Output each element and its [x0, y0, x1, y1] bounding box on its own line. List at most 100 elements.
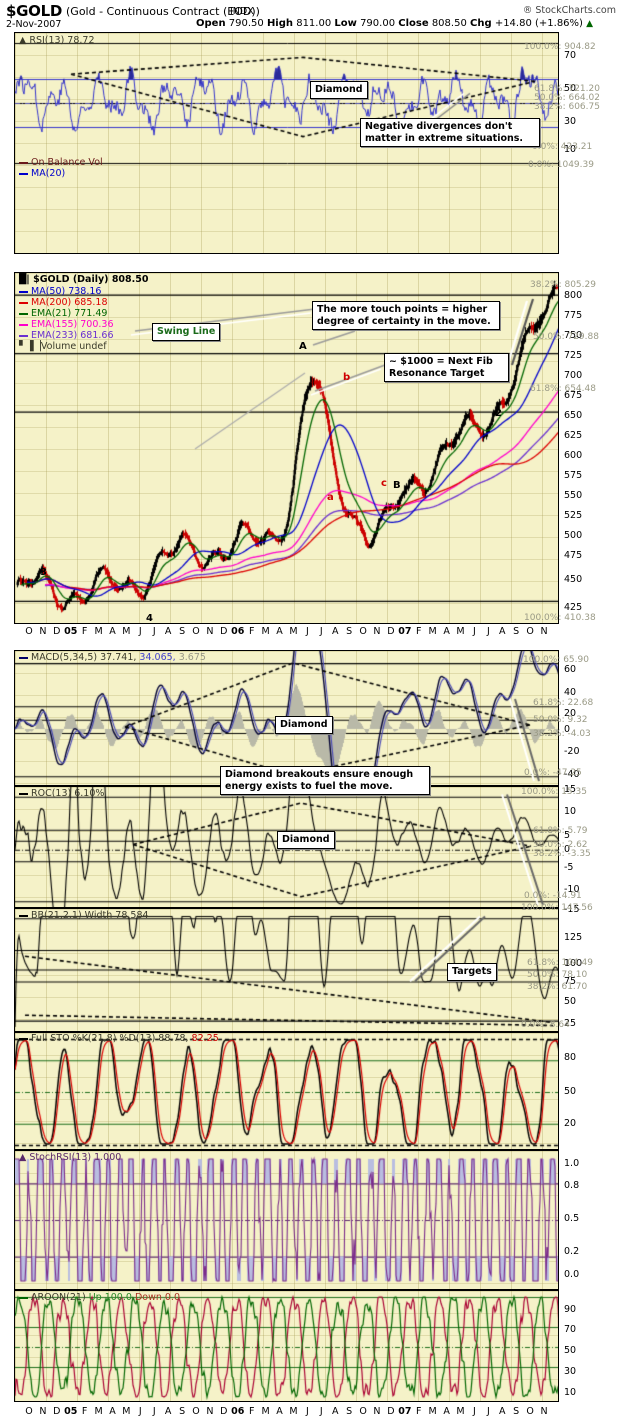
bbwidth-fib-label: 50.0%: 78.10 — [527, 970, 588, 980]
price-overlay-legend: MA(50) 738.16 MA(200) 685.18 EMA(21) 771… — [19, 286, 114, 352]
date-axis-tick: M — [94, 626, 103, 637]
date-axis-tick: F — [416, 626, 422, 637]
date-axis-tick: 05 — [64, 1406, 78, 1417]
bbwidth-fib-label: 61.8%: 104.49 — [527, 958, 593, 968]
date-axis-tick: M — [94, 1406, 103, 1417]
date-axis-tick: M — [428, 626, 437, 637]
date-axis-tick: J — [319, 626, 323, 637]
stockcharts-brand: ® StockCharts.com — [522, 5, 616, 16]
price-plot — [15, 273, 558, 623]
price-marker-c: c — [381, 478, 387, 489]
macd-tick: 60 — [564, 664, 577, 675]
price-fib-label: 38.2%: 805.29 — [530, 280, 596, 290]
fullsto-d-value: 82.25 — [191, 1033, 219, 1044]
date-axis-tick: J — [138, 1406, 142, 1417]
date-axis-tick: N — [39, 1406, 47, 1417]
macd-color-swatch — [19, 656, 28, 659]
date-axis-tick: N — [206, 626, 214, 637]
price-axis: 800 775 750 725 700 675 650 625 600 575 … — [560, 272, 620, 624]
rsi-fib-label: 0.0%: 423.21 — [532, 142, 593, 152]
fullsto-tick: 80 — [564, 1052, 577, 1063]
macd-fib-label: 50.0%: 9.32 — [533, 715, 588, 725]
date-axis-bottom: O N D 05 F M A M J J A S O N D 06 F M A M J J A S O N D 07 F M A M J J A S O… — [14, 1406, 559, 1420]
macd-fib-label: 38.2%: -4.03 — [533, 729, 591, 739]
date-axis-middle: O N D 05 F M A M J J A S O N D 06 F M A M J J A S O N D 07 F M A M J J A S O… — [14, 626, 559, 640]
rsi-fib-label: 61.8%: 721.20 — [534, 84, 600, 94]
swing-line-callout: Swing Line — [152, 323, 221, 341]
macd-tick: 20 — [564, 708, 577, 719]
date-axis-tick: A — [276, 1406, 283, 1417]
ma50-label: MA(50) 738.16 — [31, 286, 102, 297]
roc-tick: -10 — [564, 884, 580, 895]
date-axis-tick: M — [122, 626, 131, 637]
date-axis-tick: N — [39, 626, 47, 637]
roc-tick: 5 — [564, 830, 571, 841]
bbwidth-fib-label: 100.0%: 147.56 — [521, 903, 593, 913]
stochrsi-tick: 0.5 — [564, 1213, 580, 1224]
ema233-color-swatch — [19, 334, 28, 337]
bbwidth-axis: 125 100 75 50 25 — [560, 908, 620, 1032]
date-axis-tick: O — [192, 1406, 200, 1417]
date-axis-tick: J — [319, 1406, 323, 1417]
roc-tick: -5 — [564, 862, 574, 873]
price-tick: 675 — [564, 390, 583, 401]
quote-line: Open 790.50 High 811.00 Low 790.00 Close… — [196, 18, 593, 29]
obv-label: On Balance Vol — [31, 157, 103, 168]
obv-color-swatch — [19, 161, 28, 164]
rsi-tick: 50 — [564, 83, 577, 94]
date-axis-tick: O — [192, 626, 200, 637]
rsi-diamond-label: Diamond — [310, 81, 368, 99]
date-axis-tick: S — [179, 626, 186, 637]
rsi-fib-label: 100.0%: 904.82 — [524, 42, 596, 52]
price-tick: 575 — [564, 470, 583, 481]
stochrsi-tick: 1.0 — [564, 1158, 580, 1169]
rsi-fib-label: 0.0%: 1049.39 — [528, 160, 594, 170]
targets-callout: Targets — [447, 963, 497, 981]
date-axis-tick: N — [206, 1406, 214, 1417]
fullsto-plot — [15, 1033, 558, 1149]
date-axis-tick: S — [513, 1406, 520, 1417]
date-axis-tick: F — [81, 1406, 88, 1417]
aroon-down-value: Down 0.0 — [134, 1292, 180, 1303]
volume-bars-icon: ▘▐▕ — [19, 341, 41, 352]
high-label: High — [266, 18, 294, 29]
macd-panel: MACD(5,34,5) 37.741, 34.065, 3.675 Diamo… — [14, 650, 559, 786]
date-axis-tick: J — [486, 1406, 490, 1417]
price-fib-label: 61.8%: 654.48 — [530, 384, 596, 394]
price-tick: 625 — [564, 430, 583, 441]
rsi-tick: 70 — [564, 50, 577, 61]
close-value: 808.50 — [431, 18, 467, 29]
macd-hist-value: 3.675 — [178, 652, 206, 663]
date-axis-tick: A — [164, 1406, 172, 1417]
price-fib-label: 100.0%: 410.38 — [524, 613, 596, 623]
rsi-panel: ▲ RSI(13) 78.72 On Balance Vol MA(20) Ne… — [14, 32, 559, 254]
aroon-tick: 30 — [564, 1366, 577, 1377]
macd-tick: 0 — [564, 724, 571, 735]
roc-fib-label: 61.8%: 5.79 — [533, 826, 588, 836]
aroon-tick: 10 — [564, 1387, 577, 1398]
bbwidth-tick: 125 — [564, 932, 583, 943]
roc-fib-label: 0.0%: -14.91 — [524, 891, 582, 901]
price-tick: 425 — [564, 602, 583, 613]
bbwidth-tick: 25 — [564, 1018, 577, 1029]
rsi-fib-label: 38.2%: 606.75 — [534, 102, 600, 112]
date-axis-tick: O — [359, 626, 367, 637]
rsi-tick: 30 — [564, 116, 577, 127]
price-panel: █| $GOLD (Daily) 808.50 MA(50) 738.16 MA… — [14, 272, 559, 624]
rsi-tick: 10 — [564, 144, 577, 155]
date-axis-tick: M — [261, 1406, 270, 1417]
ema233-label: EMA(233) 681.66 — [31, 330, 114, 341]
aroon-tick: 70 — [564, 1324, 577, 1335]
fullsto-axis: 80 50 20 — [560, 1032, 620, 1150]
roc-panel: ROC(13) 6.10% Diamond — [14, 786, 559, 908]
bbwidth-fib-label: 38.2%: 61.70 — [527, 982, 588, 992]
date-axis-tick: O — [25, 626, 33, 637]
macd-breakout-callout: Diamond breakouts ensure enough energy e… — [220, 766, 430, 795]
aroon-color-swatch — [19, 1296, 28, 1299]
date-axis-tick: 06 — [231, 1406, 245, 1417]
obv-ma-color-swatch — [19, 172, 28, 175]
date-axis-tick: M — [289, 1406, 298, 1417]
date-axis-tick: 07 — [398, 1406, 412, 1417]
price-tick: 775 — [564, 310, 583, 321]
price-tick: 800 — [564, 290, 583, 301]
